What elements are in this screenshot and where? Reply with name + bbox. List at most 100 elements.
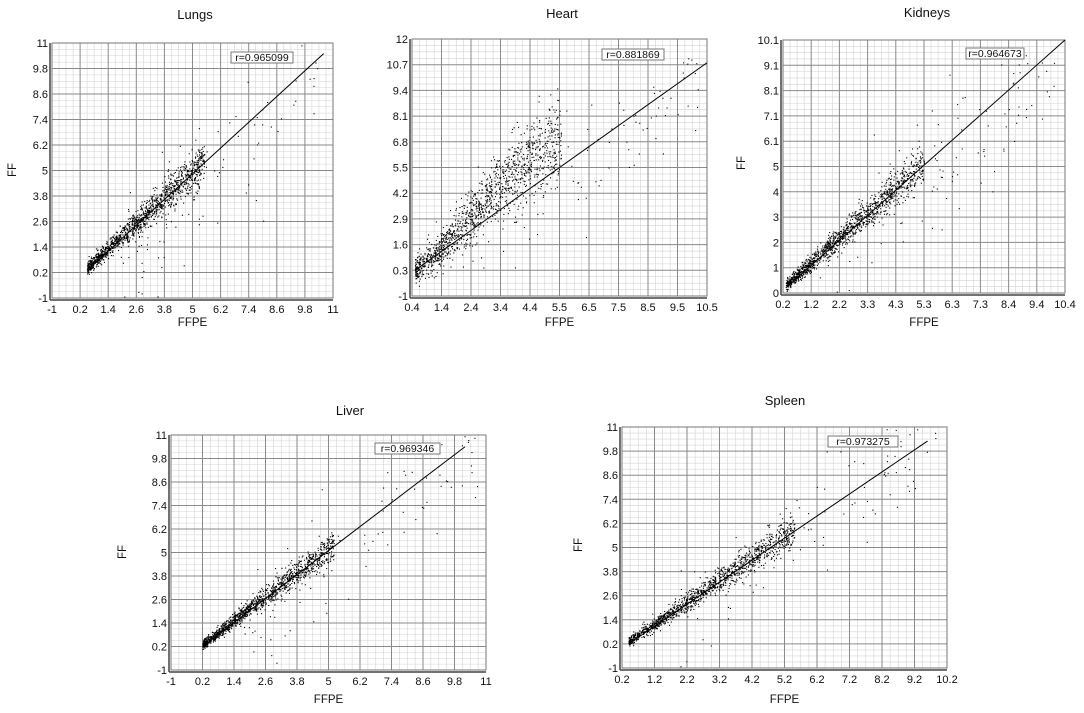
point (856, 214, 858, 216)
point (486, 183, 488, 185)
point (148, 219, 150, 221)
point (539, 156, 541, 158)
point (434, 253, 436, 255)
point (92, 267, 94, 269)
point (478, 223, 480, 225)
point (532, 143, 534, 145)
point (556, 155, 558, 157)
point (837, 238, 839, 240)
point (416, 261, 418, 263)
point (552, 131, 554, 133)
point (516, 121, 518, 123)
point (141, 217, 143, 219)
point (484, 185, 486, 187)
point (196, 171, 198, 173)
point (203, 146, 205, 148)
point (314, 559, 316, 561)
point (896, 181, 898, 183)
point (787, 283, 789, 285)
point (438, 249, 440, 251)
point (169, 192, 171, 194)
point (835, 237, 837, 239)
point (133, 228, 135, 230)
point (146, 222, 148, 224)
point (176, 180, 178, 182)
point (830, 249, 832, 251)
y-tick-label: 1.6 (393, 240, 408, 252)
point (827, 243, 829, 245)
point (501, 189, 503, 191)
point (507, 213, 509, 215)
point (517, 147, 519, 149)
panel-kidneys: 0.2 1.2 2.2 3.3 4.3 5.3 6.3 7.3 8.4 9.4 10.4012345… (736, 5, 1076, 329)
point (903, 180, 905, 182)
point (444, 249, 446, 251)
point (838, 236, 840, 238)
point (529, 139, 531, 141)
point (451, 224, 453, 226)
point (460, 229, 462, 231)
point (466, 239, 468, 241)
point (459, 234, 461, 236)
point (461, 237, 463, 239)
point (866, 202, 868, 204)
point (267, 598, 269, 600)
point (848, 223, 850, 225)
point (918, 140, 920, 142)
point (494, 167, 496, 169)
point (178, 188, 180, 190)
point (936, 160, 938, 162)
point (688, 58, 690, 60)
point (893, 179, 895, 181)
point (200, 152, 202, 154)
point (146, 208, 148, 210)
point (813, 257, 815, 259)
point (95, 266, 97, 268)
point (548, 122, 550, 124)
point (155, 201, 157, 203)
point (542, 213, 544, 215)
point (195, 152, 197, 154)
point (152, 213, 154, 215)
point (131, 224, 133, 226)
point (789, 279, 791, 281)
point (835, 244, 837, 246)
point (174, 210, 176, 212)
point (829, 259, 831, 261)
point (533, 122, 535, 124)
point (556, 186, 558, 188)
point (812, 265, 814, 267)
point (553, 141, 555, 143)
point (280, 118, 282, 120)
point (476, 206, 478, 208)
point (827, 246, 829, 248)
point (482, 234, 484, 236)
point (822, 260, 824, 262)
point (863, 207, 865, 209)
point (164, 187, 166, 189)
point (435, 252, 437, 254)
point (543, 153, 545, 155)
point (456, 247, 458, 249)
point (470, 209, 472, 211)
point (156, 207, 158, 209)
point (128, 240, 130, 242)
point (508, 148, 510, 150)
point (187, 169, 189, 171)
point (912, 166, 914, 168)
point (477, 166, 479, 168)
point (860, 219, 862, 221)
point (156, 194, 158, 196)
point (854, 212, 856, 214)
x-tick-label: 11 (327, 304, 338, 316)
point (793, 276, 795, 278)
point (431, 259, 433, 261)
point (235, 621, 237, 623)
point (826, 241, 828, 243)
point (529, 144, 531, 146)
point (202, 159, 204, 161)
point (200, 179, 202, 181)
point (88, 262, 90, 264)
point (133, 216, 135, 218)
point (847, 225, 849, 227)
